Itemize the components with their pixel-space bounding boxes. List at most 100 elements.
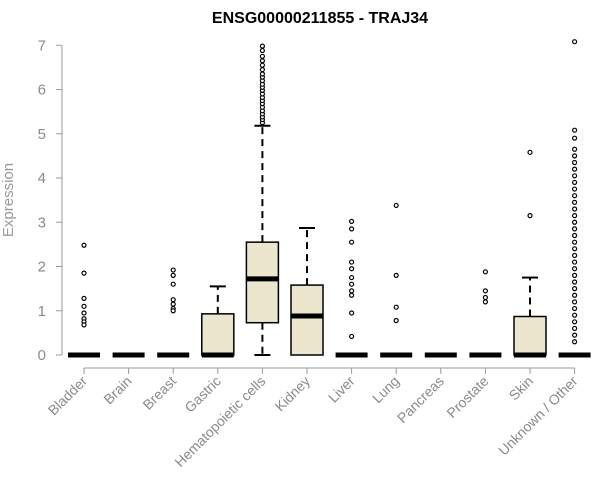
- outlier-point: [349, 292, 355, 298]
- outlier-point: [482, 294, 488, 301]
- x-tick-label: Prostate: [443, 373, 491, 421]
- x-tick-label: Skin: [506, 373, 537, 404]
- outlier-point: [571, 292, 578, 298]
- outlier-point: [81, 310, 87, 316]
- outlier-point: [571, 39, 578, 45]
- outlier-point: [571, 272, 578, 278]
- box-gastric: [201, 285, 235, 358]
- outlier-point: [571, 266, 578, 272]
- outlier-point: [571, 199, 578, 205]
- outlier-point: [571, 159, 578, 166]
- outlier-point: [259, 58, 265, 64]
- outlier-point: [259, 53, 265, 59]
- y-tick-label: 0: [38, 347, 46, 364]
- outlier-point: [571, 186, 578, 192]
- outlier-point: [349, 266, 355, 272]
- box-unknown-other: [558, 39, 591, 358]
- outlier-point: [571, 206, 578, 212]
- iqr-box: [513, 315, 547, 356]
- box-bladder: [68, 242, 100, 358]
- y-tick-label: 1: [38, 303, 46, 320]
- outlier-point: [571, 305, 578, 312]
- outlier-point: [527, 213, 533, 219]
- outlier-point: [571, 332, 578, 338]
- outlier-point: [259, 71, 265, 77]
- outlier-point: [571, 179, 578, 186]
- x-tick-label: Liver: [325, 373, 358, 406]
- x-tick-label: Breast: [139, 373, 179, 413]
- outlier-point: [571, 193, 578, 199]
- box-plots: [68, 39, 591, 358]
- outlier-point: [349, 281, 355, 287]
- outlier-point: [259, 62, 265, 68]
- outlier-point: [349, 310, 355, 316]
- outlier-point: [349, 288, 355, 294]
- outlier-point: [482, 269, 488, 275]
- x-tick-label: Pancreas: [394, 373, 447, 426]
- y-axis-label: Expression: [0, 163, 17, 237]
- x-tick-label: Bladder: [45, 373, 91, 419]
- outlier-point: [81, 295, 87, 301]
- outlier-point: [571, 279, 578, 285]
- outlier-point: [571, 127, 578, 133]
- outlier-point: [571, 246, 578, 252]
- box-liver: [335, 218, 368, 358]
- outlier-point: [571, 319, 578, 325]
- outlier-point: [571, 232, 578, 239]
- outlier-point: [259, 47, 265, 54]
- outlier-point: [571, 213, 578, 219]
- outlier-point: [81, 322, 87, 328]
- outlier-point: [393, 202, 399, 209]
- outlier-point: [259, 43, 265, 49]
- outlier-point: [571, 299, 578, 305]
- x-tick-label: Gastric: [181, 373, 224, 416]
- outlier-point: [482, 299, 488, 305]
- outlier-point: [527, 149, 533, 155]
- x-tick-label: Lung: [369, 373, 402, 406]
- outlier-point: [571, 173, 578, 179]
- outlier-point: [571, 135, 578, 141]
- outlier-point: [170, 267, 176, 273]
- outlier-point: [571, 239, 578, 245]
- outlier-point: [571, 219, 578, 225]
- outlier-point: [349, 226, 355, 232]
- outlier-point: [349, 218, 355, 224]
- outlier-point: [393, 272, 399, 278]
- y-axis: 0 1 2 3 4 5 6 7: [38, 37, 63, 364]
- iqr-box: [201, 313, 235, 356]
- x-tick-label: Kidney: [272, 373, 314, 415]
- outlier-point: [349, 259, 355, 265]
- x-tick-label: Unknown / Other: [495, 373, 581, 459]
- outlier-point: [170, 272, 176, 278]
- outlier-point: [170, 297, 176, 303]
- box-hematopoietic-cells: [245, 43, 280, 356]
- y-tick-label: 7: [38, 37, 46, 54]
- iqr-box: [245, 241, 280, 324]
- outlier-point: [393, 304, 399, 310]
- outlier-point: [482, 288, 488, 294]
- outlier-point: [571, 153, 578, 159]
- outlier-point: [170, 281, 176, 287]
- outlier-point: [349, 274, 355, 281]
- y-tick-label: 5: [38, 126, 46, 143]
- y-tick-label: 6: [38, 82, 46, 99]
- x-tick-label: Brain: [100, 373, 134, 407]
- outlier-point: [259, 66, 265, 73]
- outlier-point: [571, 325, 578, 332]
- outlier-point: [81, 242, 87, 248]
- y-tick-label: 4: [38, 170, 46, 187]
- box-kidney: [290, 227, 324, 356]
- outlier-point: [571, 226, 578, 232]
- box-prostate: [469, 269, 502, 358]
- outlier-point: [571, 252, 578, 259]
- y-tick-label: 3: [38, 214, 46, 231]
- outlier-point: [170, 308, 176, 314]
- outlier-point: [349, 239, 355, 245]
- outlier-point: [571, 339, 578, 345]
- outlier-point: [571, 146, 578, 152]
- box-lung: [380, 202, 413, 358]
- iqr-box: [290, 284, 324, 356]
- outlier-point: [81, 303, 87, 309]
